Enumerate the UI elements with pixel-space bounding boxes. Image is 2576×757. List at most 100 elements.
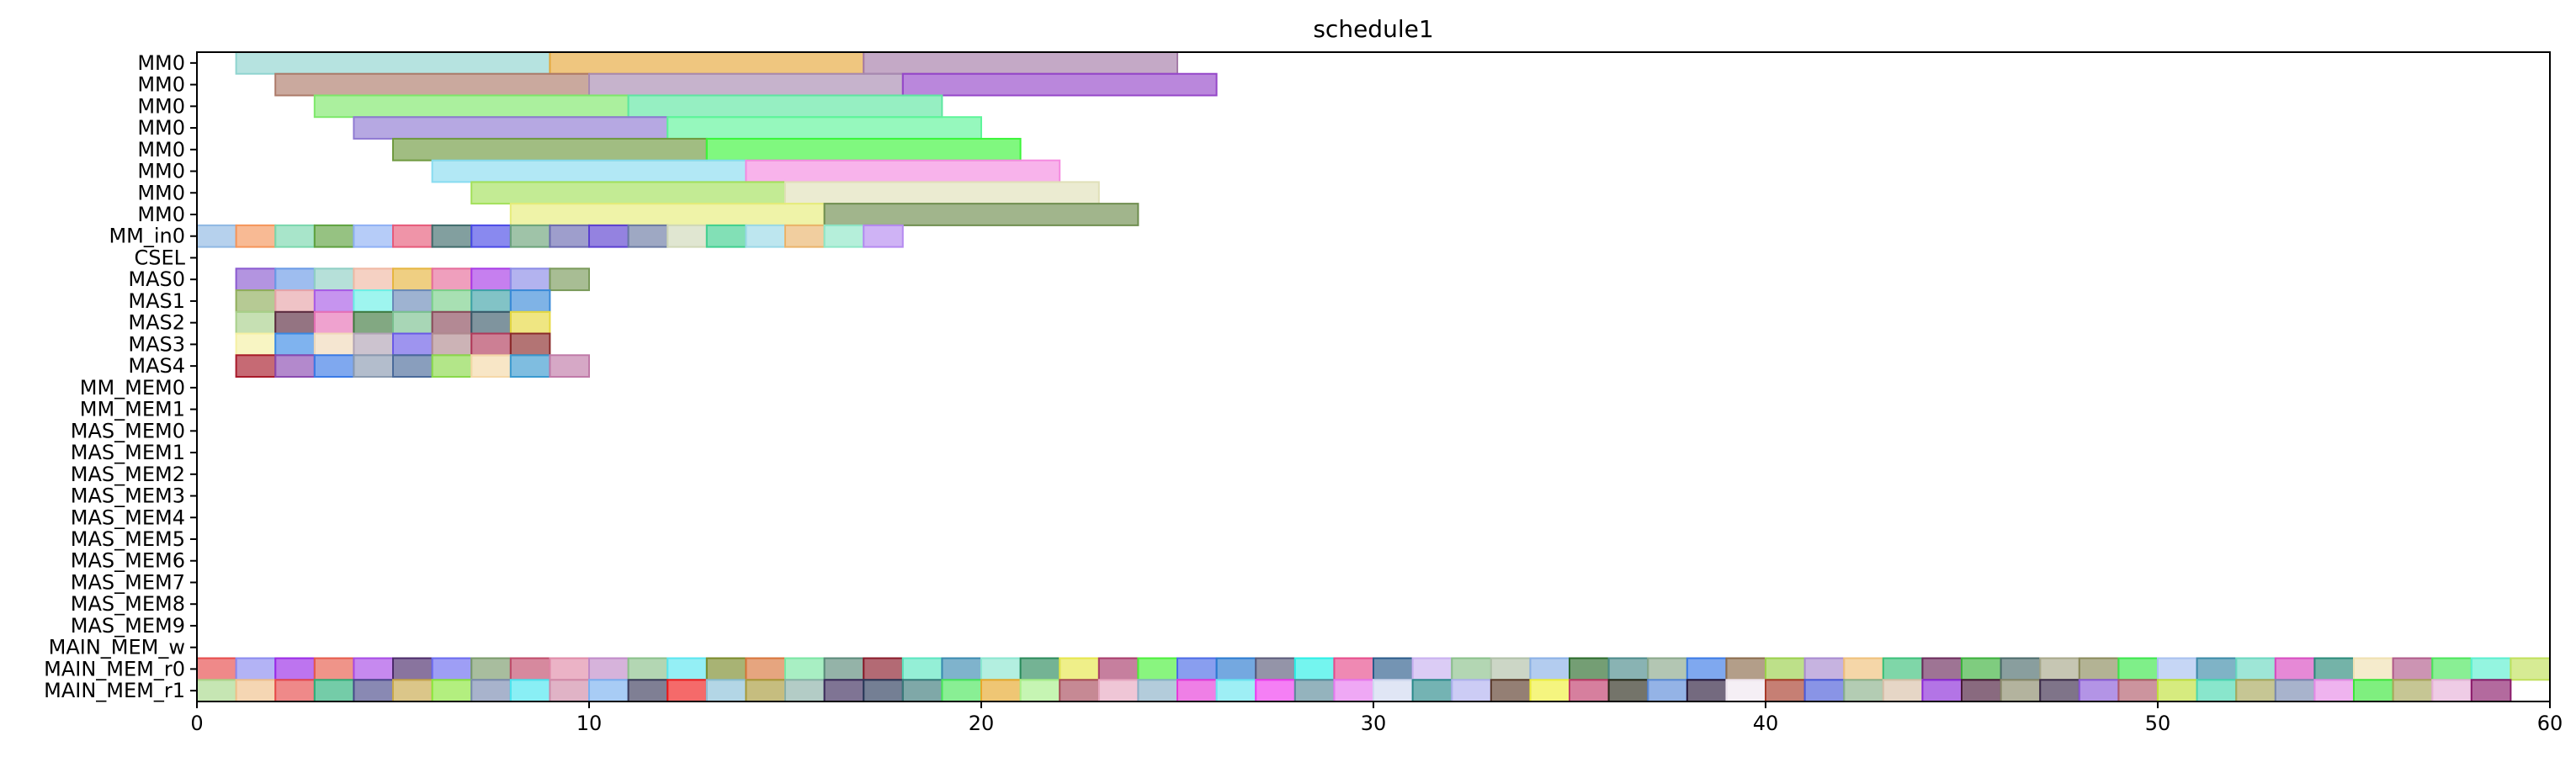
task-bar: [863, 51, 1178, 75]
y-tick-label: MAS0: [128, 267, 185, 291]
task-bar: [196, 657, 237, 681]
task-bar: [431, 159, 747, 183]
task-bar: [509, 289, 551, 313]
task-bar: [2431, 657, 2472, 681]
task-bar: [470, 332, 512, 357]
task-bar: [1293, 657, 1336, 681]
task-bar: [313, 289, 355, 313]
task-bar: [745, 657, 787, 681]
task-bar: [549, 354, 591, 378]
y-tick-label: MM0: [137, 138, 185, 161]
task-bar: [470, 679, 512, 702]
y-tick-label: MM_MEM0: [80, 376, 185, 400]
task-bar: [901, 679, 943, 702]
task-bar: [2510, 657, 2551, 681]
task-bar: [313, 224, 355, 248]
y-tick-label: MAS_MEM8: [71, 592, 185, 616]
task-bar: [1961, 657, 2002, 681]
task-bar: [235, 267, 277, 292]
task-bar: [2117, 657, 2159, 681]
task-bar: [745, 679, 787, 702]
task-bar: [2274, 679, 2316, 702]
task-bar: [470, 310, 512, 335]
y-tick-label: MM0: [137, 181, 185, 204]
task-bar: [549, 679, 591, 702]
task-bar: [274, 224, 316, 248]
task-bar: [235, 354, 277, 378]
task-bar: [1411, 657, 1453, 681]
y-tick-label: MAS4: [128, 354, 185, 378]
task-bar: [784, 657, 826, 681]
task-bar: [627, 224, 669, 248]
task-bar: [1490, 679, 1532, 702]
task-bar: [901, 657, 943, 681]
task-bar: [627, 679, 669, 702]
task-bar: [588, 72, 904, 97]
task-bar: [313, 94, 629, 119]
task-bar: [549, 51, 865, 75]
task-bar: [2000, 679, 2042, 702]
y-tick-label: MAS1: [128, 289, 185, 313]
task-bar: [1019, 679, 1061, 702]
task-bar: [1255, 657, 1296, 681]
task-bar: [431, 310, 473, 335]
task-bar: [235, 679, 277, 702]
task-bar: [1843, 657, 1884, 681]
task-bar: [353, 679, 394, 702]
task-bar: [1765, 657, 1806, 681]
task-bar: [2235, 679, 2276, 702]
task-bar: [784, 181, 1100, 205]
task-bar: [1529, 657, 1571, 681]
task-bar: [2117, 679, 2159, 702]
task-bar: [274, 267, 316, 292]
task-bar: [1019, 657, 1061, 681]
task-bar: [823, 224, 865, 248]
task-bar: [1882, 679, 1924, 702]
task-bar: [2353, 657, 2394, 681]
task-bar: [235, 332, 277, 357]
task-bar: [353, 267, 394, 292]
task-bar: [274, 72, 590, 97]
y-tick-label: MAS_MEM6: [71, 549, 185, 573]
task-bar: [1803, 679, 1846, 702]
y-tick-label: MM_MEM1: [80, 398, 185, 421]
task-bar: [901, 72, 1218, 97]
task-bar: [509, 203, 826, 226]
task-bar: [1490, 657, 1532, 681]
task-bar: [1137, 657, 1179, 681]
task-bar: [392, 354, 433, 378]
task-bar: [392, 657, 433, 681]
task-bar: [2470, 679, 2512, 702]
task-bar: [392, 137, 708, 161]
task-bar: [863, 657, 904, 681]
task-bar: [941, 657, 983, 681]
task-bar: [1097, 657, 1139, 681]
task-bar: [431, 267, 473, 292]
task-bar: [274, 354, 316, 378]
task-bar: [667, 657, 708, 681]
task-bar: [1569, 657, 1610, 681]
task-bar: [313, 657, 355, 681]
task-bar: [2235, 657, 2276, 681]
task-bar: [2470, 657, 2512, 681]
task-bar: [745, 159, 1061, 183]
task-bar: [274, 657, 316, 681]
task-bar: [1961, 679, 2002, 702]
task-bar: [353, 354, 394, 378]
task-bar: [509, 310, 551, 335]
task-bar: [392, 267, 433, 292]
task-bar: [863, 224, 904, 248]
task-bar: [1097, 679, 1139, 702]
y-tick-label: MAS3: [128, 332, 185, 356]
y-tick-label: MM0: [137, 94, 185, 118]
task-bar: [392, 332, 433, 357]
task-bar: [2196, 657, 2238, 681]
task-bar: [823, 203, 1139, 226]
task-bar: [1921, 657, 1963, 681]
task-bar: [1451, 657, 1492, 681]
task-bar: [353, 657, 394, 681]
task-bar: [2313, 679, 2355, 702]
task-bar: [823, 679, 865, 702]
task-bar: [2353, 679, 2394, 702]
task-bar: [274, 679, 316, 702]
